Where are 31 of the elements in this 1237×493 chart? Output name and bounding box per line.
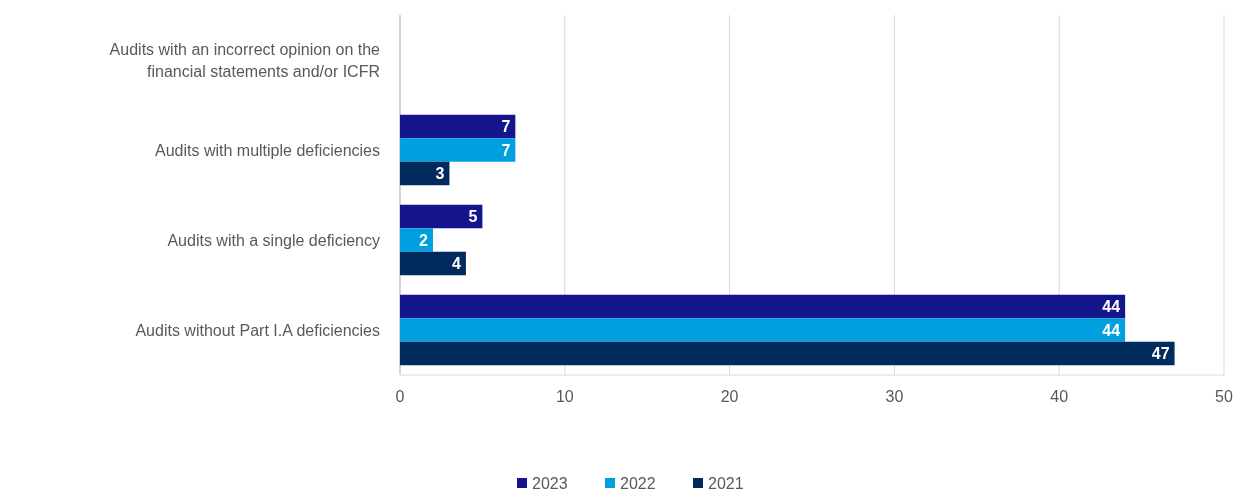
data-label: 7: [501, 141, 511, 159]
data-label: 44: [1102, 298, 1121, 316]
y-tick-label: Audits with multiple deficiencies: [155, 141, 380, 159]
data-label: 44: [1102, 321, 1121, 339]
y-tick-label: Audits with a single deficiency: [167, 231, 380, 249]
bar: [400, 228, 433, 252]
bar: [400, 341, 1175, 366]
bar: [400, 114, 516, 139]
bar: [400, 204, 483, 229]
bar: [400, 138, 516, 162]
data-label: 47: [1151, 345, 1170, 363]
bar: [400, 161, 450, 186]
data-label: 7: [501, 118, 511, 136]
x-tick-label: 40: [1050, 388, 1069, 405]
bar: [400, 318, 1126, 342]
data-label: 5: [468, 208, 478, 226]
x-tick-label: 20: [720, 388, 739, 405]
x-tick-label: 30: [885, 388, 904, 405]
legend-label: 2022: [620, 474, 656, 492]
data-label: 3: [435, 165, 445, 183]
bar: [400, 294, 1126, 319]
data-label: 4: [452, 255, 462, 273]
x-tick-label: 50: [1215, 388, 1233, 405]
legend-label: 2021: [708, 474, 744, 492]
data-label: 2: [419, 231, 429, 249]
legend-label: 2023: [532, 474, 568, 492]
y-tick-label: Audits without Part I.A deficiencies: [135, 321, 380, 339]
y-tick-label: Audits with an incorrect opinion on the financial statements and/or ICFR: [109, 40, 381, 80]
x-tick-label: 0: [395, 388, 405, 405]
x-tick-label: 10: [555, 388, 574, 405]
bar: [400, 251, 466, 276]
